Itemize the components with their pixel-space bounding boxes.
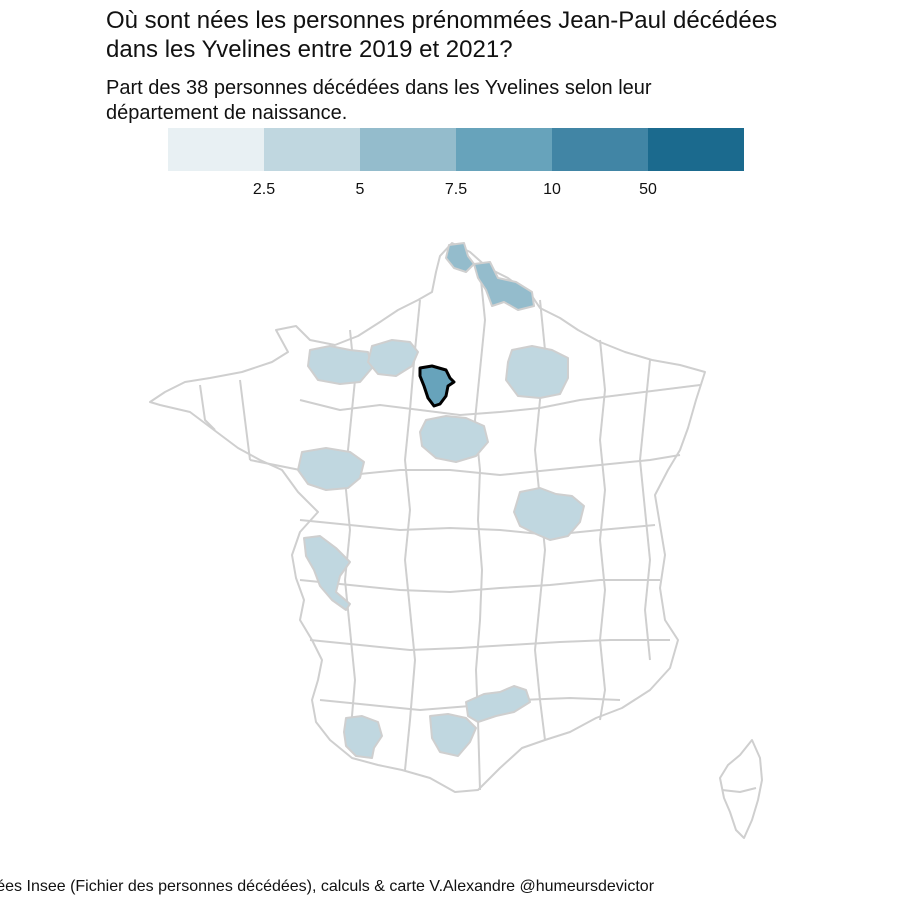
- department-maine-et-loire: [297, 447, 365, 491]
- france-department-map: [149, 242, 763, 839]
- department-saone-et-loire: [513, 487, 585, 541]
- department-calvados: [307, 345, 373, 385]
- corsica-department-border: [721, 787, 757, 793]
- map-title: Où sont nées les personnes prénommées Je…: [106, 6, 777, 64]
- corsica-outline: [719, 739, 763, 839]
- department-yvelines-highlighted: [418, 364, 456, 408]
- source-caption: Données Insee (Fichier des personnes déc…: [0, 878, 655, 895]
- department-eure: [367, 339, 419, 377]
- department-loiret: [419, 415, 489, 463]
- legend-bin-3: [360, 128, 456, 171]
- department-borders: [199, 269, 701, 791]
- map-subtitle: Part des 38 personnes décédées dans les …: [106, 76, 652, 126]
- map-subtitle-line-1: Part des 38 personnes décédées dans les …: [106, 77, 652, 99]
- legend-bin-2: [264, 128, 360, 171]
- department-pas-de-calais: [445, 242, 475, 273]
- legend-tick-label: 2.5: [252, 181, 276, 198]
- color-legend: 2.5 5 7.5 10 50: [168, 128, 744, 208]
- map-subtitle-line-2: département de naissance.: [106, 102, 348, 124]
- legend-bin-1: [168, 128, 264, 171]
- legend-bin-4: [456, 128, 552, 171]
- map-title-line-1: Où sont nées les personnes prénommées Je…: [106, 7, 778, 34]
- legend-tick-label: 10: [543, 181, 561, 198]
- legend-tick-label: 50: [639, 181, 657, 198]
- department-herault: [465, 685, 531, 723]
- department-charente-maritime: [303, 535, 351, 611]
- map-title-line-2: dans les Yvelines entre 2019 et 2021?: [106, 36, 513, 63]
- legend-tick-label: 7.5: [444, 181, 468, 198]
- legend-color-bar: [168, 128, 744, 171]
- legend-tick-label: 5: [355, 181, 365, 198]
- department-marne: [505, 345, 569, 399]
- department-hautes-pyrenees: [343, 715, 383, 759]
- legend-bin-6: [648, 128, 744, 171]
- department-nord: [473, 261, 535, 311]
- filled-departments: [297, 242, 585, 759]
- legend-bin-5: [552, 128, 648, 171]
- department-aude: [429, 713, 477, 757]
- legend-tick-labels: 2.5 5 7.5 10 50: [168, 171, 744, 201]
